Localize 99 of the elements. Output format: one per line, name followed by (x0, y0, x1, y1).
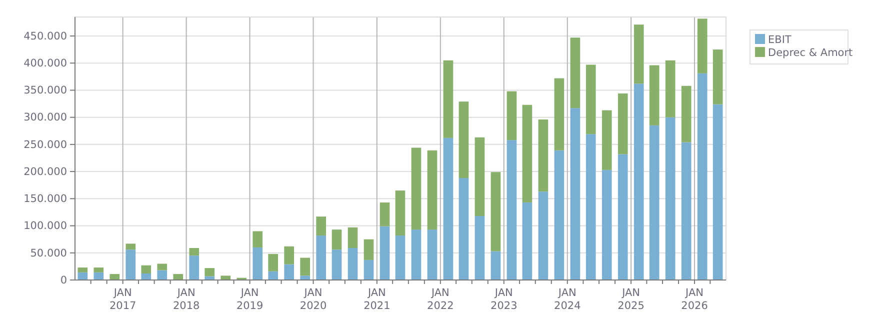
bar (427, 230, 438, 280)
bar (411, 230, 422, 280)
bar (300, 276, 310, 280)
bar (458, 178, 469, 280)
bar (411, 148, 422, 230)
bar (712, 104, 723, 280)
x-tick-label: JAN 2024 (554, 287, 582, 312)
bar (348, 227, 358, 248)
y-tick-label: 350.000 (24, 84, 67, 97)
bar (522, 202, 532, 280)
bar (538, 119, 548, 192)
bar (538, 192, 548, 280)
bar (506, 140, 517, 280)
x-tick-label: JAN 2022 (427, 287, 454, 312)
bar (474, 216, 485, 280)
bar (284, 246, 294, 264)
bar (189, 248, 200, 256)
bar (189, 256, 200, 280)
bar (204, 276, 215, 280)
bar (252, 231, 263, 248)
bar (141, 273, 152, 280)
bar (665, 117, 676, 280)
y-tick-label: 250.000 (24, 138, 67, 151)
bar (443, 138, 454, 280)
y-tick-label: 150.000 (24, 193, 67, 206)
bar (78, 272, 88, 280)
bar (110, 274, 120, 280)
legend-label: EBIT (768, 34, 792, 46)
bar (157, 264, 168, 270)
x-tick-label: JAN 2023 (490, 287, 518, 312)
bar (649, 125, 660, 280)
legend-label: Deprec & Amort (768, 47, 853, 59)
x-tick-label: JAN 2017 (109, 287, 136, 312)
bar (332, 230, 342, 250)
bar (126, 244, 136, 250)
bar (364, 260, 374, 280)
bar (681, 142, 692, 280)
bar (490, 172, 501, 252)
bar (348, 248, 358, 280)
bar (141, 265, 152, 274)
bar (284, 264, 294, 280)
bar (268, 271, 278, 280)
bar (94, 272, 104, 280)
x-tick-label: JAN 2025 (618, 287, 644, 312)
bar (474, 137, 485, 216)
y-tick-label: 300.000 (24, 112, 67, 124)
x-tick-label: JAN 2018 (172, 287, 200, 312)
bar (522, 104, 532, 202)
bar (252, 247, 263, 280)
bar (586, 134, 596, 280)
bar (697, 18, 708, 74)
bar (316, 216, 326, 236)
y-tick-label: 400.000 (24, 57, 67, 70)
bar (681, 86, 692, 142)
bar (443, 60, 454, 138)
bar (157, 270, 168, 280)
bar (78, 268, 88, 272)
bar (697, 73, 708, 280)
bar (618, 154, 628, 280)
bar (602, 170, 612, 280)
bar (126, 250, 136, 280)
bar (364, 239, 374, 260)
bar (602, 110, 612, 170)
bar (94, 268, 104, 272)
x-tick-label: JAN 2026 (681, 287, 708, 312)
bar (634, 84, 644, 280)
bar (220, 276, 231, 280)
bar (332, 250, 342, 280)
bar (570, 108, 580, 280)
bar (204, 268, 215, 276)
x-tick-label: JAN 2019 (236, 287, 264, 312)
y-tick-label: 50.000 (30, 247, 67, 260)
bar (618, 93, 628, 154)
x-tick-label: JAN 2021 (364, 287, 390, 312)
bar (316, 236, 326, 280)
y-tick-label: 100.000 (24, 220, 67, 232)
y-tick-label: 0 (60, 274, 67, 286)
y-tick-label: 450.000 (24, 30, 67, 42)
bar (380, 226, 390, 280)
bar (395, 236, 406, 280)
bar (586, 64, 596, 134)
bar (490, 251, 501, 280)
bar (570, 38, 580, 108)
bar (300, 258, 310, 276)
y-tick-label: 200.000 (24, 166, 67, 178)
bar (634, 24, 644, 84)
bar (395, 190, 406, 236)
bar (427, 150, 438, 230)
bar (712, 50, 723, 104)
bar (458, 102, 469, 178)
bar (380, 202, 390, 226)
bar (268, 254, 278, 272)
x-tick-label: JAN 2020 (300, 287, 327, 312)
bar (665, 60, 676, 118)
bar (173, 274, 184, 280)
bar (649, 65, 660, 126)
bar (506, 91, 517, 140)
bar (554, 78, 564, 150)
bar (554, 150, 564, 280)
